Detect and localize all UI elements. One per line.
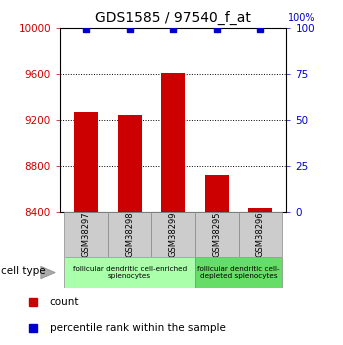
Text: percentile rank within the sample: percentile rank within the sample xyxy=(50,323,226,333)
Bar xyxy=(64,212,108,257)
Bar xyxy=(152,212,195,257)
Text: 100%: 100% xyxy=(288,13,316,23)
Text: GSM38299: GSM38299 xyxy=(169,212,178,257)
Polygon shape xyxy=(41,266,55,279)
Title: GDS1585 / 97540_f_at: GDS1585 / 97540_f_at xyxy=(95,11,251,25)
Bar xyxy=(238,212,282,257)
Text: GSM38297: GSM38297 xyxy=(82,212,91,257)
Text: GSM38298: GSM38298 xyxy=(125,212,134,257)
Text: follicular dendritic cell-enriched
splenocytes: follicular dendritic cell-enriched splen… xyxy=(73,266,187,279)
Text: follicular dendritic cell-
depleted splenocytes: follicular dendritic cell- depleted sple… xyxy=(197,266,280,279)
Text: count: count xyxy=(50,297,79,307)
Bar xyxy=(161,72,185,212)
Bar xyxy=(64,257,195,288)
Bar xyxy=(205,175,229,212)
Text: GSM38296: GSM38296 xyxy=(256,212,265,257)
Text: cell type: cell type xyxy=(1,266,46,276)
Bar xyxy=(74,112,98,212)
Bar xyxy=(248,208,272,212)
Bar xyxy=(118,115,142,212)
Text: GSM38295: GSM38295 xyxy=(212,212,221,257)
Bar xyxy=(195,212,238,257)
Bar xyxy=(108,212,152,257)
Bar xyxy=(195,257,282,288)
